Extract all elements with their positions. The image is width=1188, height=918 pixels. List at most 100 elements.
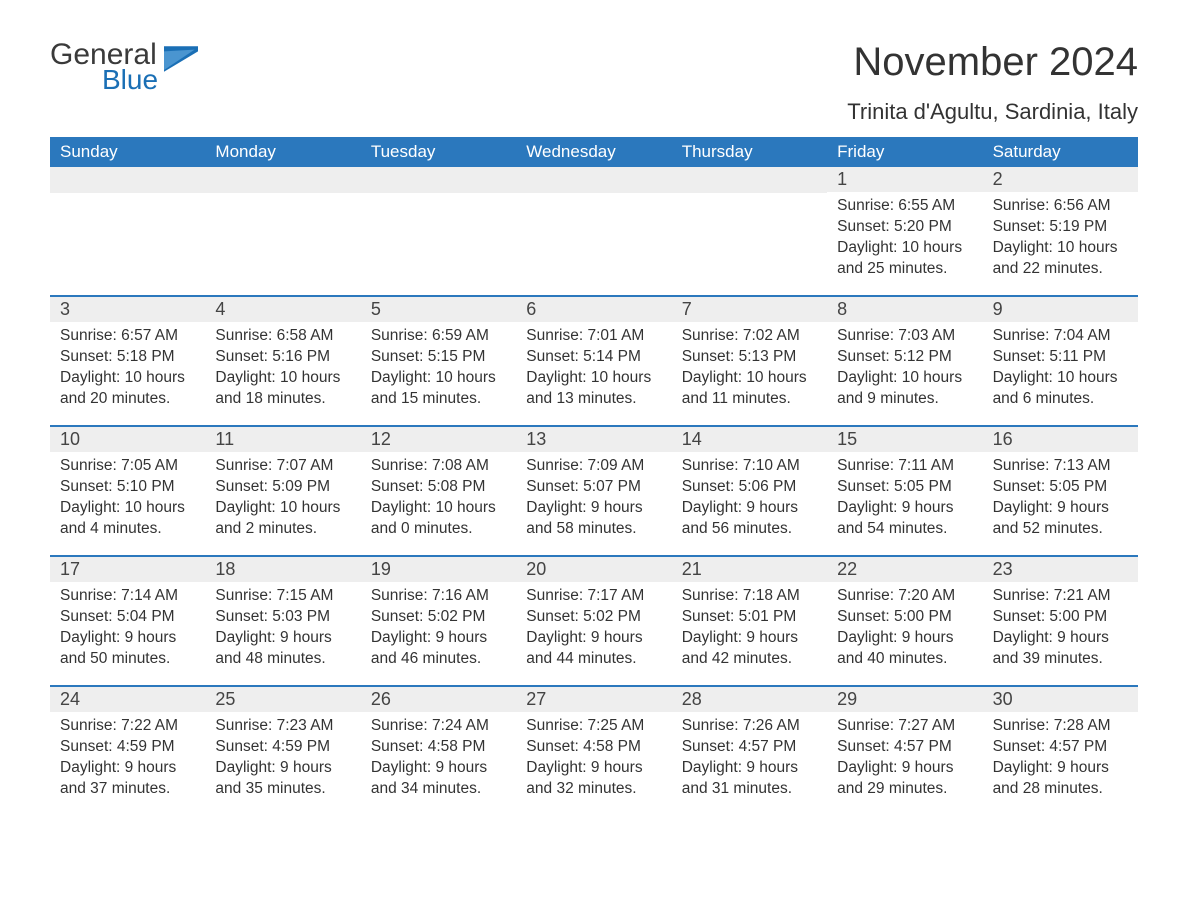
day-details: Sunrise: 7:07 AMSunset: 5:09 PMDaylight:… (205, 452, 360, 548)
sunrise-line: Sunrise: 7:26 AM (682, 716, 817, 737)
daylight-line: Daylight: 9 hours and 40 minutes. (837, 628, 972, 670)
daylight-line: Daylight: 10 hours and 11 minutes. (682, 368, 817, 410)
day-cell: 12Sunrise: 7:08 AMSunset: 5:08 PMDayligh… (361, 427, 516, 555)
day-cell: 18Sunrise: 7:15 AMSunset: 5:03 PMDayligh… (205, 557, 360, 685)
day-cell (672, 167, 827, 295)
empty-day-bar (50, 167, 205, 193)
empty-day-bar (361, 167, 516, 193)
header: General Blue November 2024 Trinita d'Agu… (50, 40, 1138, 125)
daylight-line: Daylight: 9 hours and 32 minutes. (526, 758, 661, 800)
day-number: 20 (516, 557, 671, 582)
empty-day-bar (672, 167, 827, 193)
day-details: Sunrise: 6:56 AMSunset: 5:19 PMDaylight:… (983, 192, 1138, 288)
sunrise-line: Sunrise: 7:17 AM (526, 586, 661, 607)
daylight-line: Daylight: 10 hours and 9 minutes. (837, 368, 972, 410)
day-details: Sunrise: 7:28 AMSunset: 4:57 PMDaylight:… (983, 712, 1138, 808)
page-title: November 2024 (847, 40, 1138, 85)
sunrise-line: Sunrise: 7:07 AM (215, 456, 350, 477)
sunrise-line: Sunrise: 7:02 AM (682, 326, 817, 347)
day-number: 28 (672, 687, 827, 712)
daylight-line: Daylight: 9 hours and 34 minutes. (371, 758, 506, 800)
day-number: 2 (983, 167, 1138, 192)
day-cell: 22Sunrise: 7:20 AMSunset: 5:00 PMDayligh… (827, 557, 982, 685)
dow-cell: Sunday (50, 137, 205, 167)
day-cell: 21Sunrise: 7:18 AMSunset: 5:01 PMDayligh… (672, 557, 827, 685)
day-number: 5 (361, 297, 516, 322)
sunset-line: Sunset: 5:06 PM (682, 477, 817, 498)
day-number: 24 (50, 687, 205, 712)
sunrise-line: Sunrise: 6:57 AM (60, 326, 195, 347)
sunset-line: Sunset: 5:05 PM (993, 477, 1128, 498)
daylight-line: Daylight: 10 hours and 2 minutes. (215, 498, 350, 540)
sunset-line: Sunset: 5:19 PM (993, 217, 1128, 238)
sunrise-line: Sunrise: 6:58 AM (215, 326, 350, 347)
day-cell: 14Sunrise: 7:10 AMSunset: 5:06 PMDayligh… (672, 427, 827, 555)
day-cell: 2Sunrise: 6:56 AMSunset: 5:19 PMDaylight… (983, 167, 1138, 295)
sunset-line: Sunset: 5:20 PM (837, 217, 972, 238)
daylight-line: Daylight: 10 hours and 6 minutes. (993, 368, 1128, 410)
dow-cell: Monday (205, 137, 360, 167)
daylight-line: Daylight: 10 hours and 20 minutes. (60, 368, 195, 410)
sunrise-line: Sunrise: 7:20 AM (837, 586, 972, 607)
day-cell: 19Sunrise: 7:16 AMSunset: 5:02 PMDayligh… (361, 557, 516, 685)
sunset-line: Sunset: 4:58 PM (526, 737, 661, 758)
sunset-line: Sunset: 5:11 PM (993, 347, 1128, 368)
day-number: 27 (516, 687, 671, 712)
daylight-line: Daylight: 9 hours and 46 minutes. (371, 628, 506, 670)
day-cell: 6Sunrise: 7:01 AMSunset: 5:14 PMDaylight… (516, 297, 671, 425)
sunset-line: Sunset: 4:59 PM (215, 737, 350, 758)
week-row: 10Sunrise: 7:05 AMSunset: 5:10 PMDayligh… (50, 425, 1138, 555)
daylight-line: Daylight: 9 hours and 39 minutes. (993, 628, 1128, 670)
day-details: Sunrise: 7:16 AMSunset: 5:02 PMDaylight:… (361, 582, 516, 678)
daylight-line: Daylight: 9 hours and 29 minutes. (837, 758, 972, 800)
sunrise-line: Sunrise: 6:55 AM (837, 196, 972, 217)
daylight-line: Daylight: 10 hours and 4 minutes. (60, 498, 195, 540)
day-cell: 27Sunrise: 7:25 AMSunset: 4:58 PMDayligh… (516, 687, 671, 815)
day-number: 7 (672, 297, 827, 322)
sunrise-line: Sunrise: 7:03 AM (837, 326, 972, 347)
daylight-line: Daylight: 9 hours and 28 minutes. (993, 758, 1128, 800)
day-number: 18 (205, 557, 360, 582)
day-number: 12 (361, 427, 516, 452)
daylight-line: Daylight: 10 hours and 22 minutes. (993, 238, 1128, 280)
sunrise-line: Sunrise: 7:18 AM (682, 586, 817, 607)
day-details: Sunrise: 7:02 AMSunset: 5:13 PMDaylight:… (672, 322, 827, 418)
flag-icon (164, 46, 198, 72)
sunset-line: Sunset: 5:00 PM (993, 607, 1128, 628)
day-details: Sunrise: 7:03 AMSunset: 5:12 PMDaylight:… (827, 322, 982, 418)
sunset-line: Sunset: 5:10 PM (60, 477, 195, 498)
day-number: 4 (205, 297, 360, 322)
daylight-line: Daylight: 10 hours and 25 minutes. (837, 238, 972, 280)
sunset-line: Sunset: 5:08 PM (371, 477, 506, 498)
sunrise-line: Sunrise: 7:01 AM (526, 326, 661, 347)
day-cell: 9Sunrise: 7:04 AMSunset: 5:11 PMDaylight… (983, 297, 1138, 425)
day-details: Sunrise: 7:15 AMSunset: 5:03 PMDaylight:… (205, 582, 360, 678)
daylight-line: Daylight: 9 hours and 48 minutes. (215, 628, 350, 670)
sunrise-line: Sunrise: 7:23 AM (215, 716, 350, 737)
daylight-line: Daylight: 9 hours and 52 minutes. (993, 498, 1128, 540)
day-cell: 10Sunrise: 7:05 AMSunset: 5:10 PMDayligh… (50, 427, 205, 555)
sunrise-line: Sunrise: 6:59 AM (371, 326, 506, 347)
day-details: Sunrise: 7:14 AMSunset: 5:04 PMDaylight:… (50, 582, 205, 678)
day-number: 29 (827, 687, 982, 712)
day-details: Sunrise: 6:58 AMSunset: 5:16 PMDaylight:… (205, 322, 360, 418)
title-block: November 2024 Trinita d'Agultu, Sardinia… (847, 40, 1138, 125)
day-cell: 16Sunrise: 7:13 AMSunset: 5:05 PMDayligh… (983, 427, 1138, 555)
daylight-line: Daylight: 9 hours and 50 minutes. (60, 628, 195, 670)
day-number: 19 (361, 557, 516, 582)
day-cell: 11Sunrise: 7:07 AMSunset: 5:09 PMDayligh… (205, 427, 360, 555)
sunset-line: Sunset: 5:02 PM (526, 607, 661, 628)
day-number: 15 (827, 427, 982, 452)
sunrise-line: Sunrise: 7:13 AM (993, 456, 1128, 477)
sunrise-line: Sunrise: 7:04 AM (993, 326, 1128, 347)
day-cell (516, 167, 671, 295)
day-cell: 8Sunrise: 7:03 AMSunset: 5:12 PMDaylight… (827, 297, 982, 425)
sunset-line: Sunset: 5:16 PM (215, 347, 350, 368)
day-details: Sunrise: 7:10 AMSunset: 5:06 PMDaylight:… (672, 452, 827, 548)
day-details: Sunrise: 7:01 AMSunset: 5:14 PMDaylight:… (516, 322, 671, 418)
daylight-line: Daylight: 10 hours and 13 minutes. (526, 368, 661, 410)
sunrise-line: Sunrise: 7:21 AM (993, 586, 1128, 607)
sunrise-line: Sunrise: 6:56 AM (993, 196, 1128, 217)
daylight-line: Daylight: 9 hours and 58 minutes. (526, 498, 661, 540)
dow-cell: Tuesday (361, 137, 516, 167)
